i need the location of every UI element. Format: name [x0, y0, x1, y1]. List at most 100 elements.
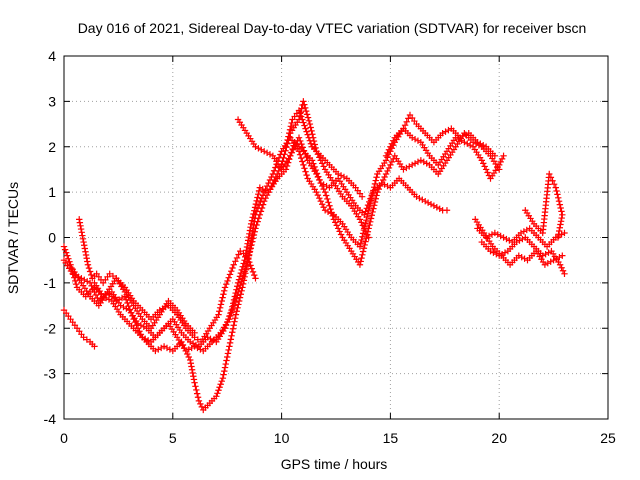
- data-point: [542, 250, 549, 258]
- data-point: [367, 215, 375, 222]
- data-point: [357, 258, 364, 265]
- data-point: [555, 231, 562, 238]
- data-point: [191, 343, 198, 350]
- data-point: [136, 328, 143, 335]
- data-point: [385, 164, 393, 172]
- data-point: [283, 140, 290, 147]
- data-point: [493, 250, 500, 258]
- data-point: [554, 191, 561, 198]
- data-point: [130, 315, 137, 323]
- data-point: [260, 198, 268, 205]
- data-point: [328, 209, 335, 216]
- data-point: [163, 344, 171, 352]
- data-point: [400, 125, 407, 132]
- data-point: [230, 261, 237, 268]
- data-point: [185, 346, 192, 353]
- data-point: [302, 107, 310, 115]
- data-point: [290, 146, 297, 153]
- data-point: [388, 158, 396, 166]
- x-tick-label: 5: [169, 430, 177, 446]
- data-point: [500, 234, 507, 241]
- data-point: [312, 144, 319, 152]
- data-point: [140, 323, 147, 330]
- data-point: [291, 143, 298, 150]
- data-point: [92, 291, 100, 299]
- y-tick-label: 4: [48, 48, 56, 64]
- data-point: [358, 219, 365, 226]
- data-point: [77, 222, 84, 230]
- data-point: [295, 134, 303, 141]
- data-point: [456, 134, 464, 141]
- data-point: [384, 149, 391, 156]
- data-point: [215, 311, 222, 318]
- data-point: [237, 281, 244, 289]
- data-point: [224, 350, 232, 357]
- data-point: [443, 207, 451, 214]
- x-axis-label: GPS time / hours: [281, 456, 388, 472]
- data-point: [554, 234, 562, 241]
- data-point: [482, 166, 490, 173]
- data-point: [317, 179, 324, 187]
- data-point: [316, 194, 323, 202]
- data-point: [557, 204, 564, 212]
- data-point: [223, 357, 230, 364]
- data-point: [237, 247, 244, 255]
- data-point: [182, 347, 190, 355]
- data-point: [500, 152, 507, 160]
- data-point: [356, 216, 364, 223]
- data-series: [76, 216, 198, 336]
- data-point: [242, 264, 249, 272]
- data-point: [384, 167, 391, 175]
- data-point: [251, 271, 258, 279]
- data-point: [442, 128, 449, 135]
- data-point: [155, 346, 162, 353]
- data-point: [321, 207, 329, 214]
- data-point: [553, 187, 560, 195]
- data-point: [325, 199, 332, 206]
- data-point: [403, 164, 410, 172]
- data-point: [194, 394, 202, 401]
- data-point: [413, 193, 420, 200]
- data-point: [336, 228, 343, 235]
- data-point: [364, 228, 372, 235]
- data-point: [523, 226, 530, 234]
- data-point: [364, 210, 372, 217]
- data-point: [231, 314, 239, 322]
- data-point: [373, 174, 380, 181]
- data-point: [255, 215, 262, 222]
- data-point: [296, 110, 304, 117]
- data-point: [329, 212, 336, 220]
- data-point: [340, 173, 348, 181]
- data-point: [144, 337, 152, 344]
- data-series: [60, 139, 451, 350]
- data-point: [559, 267, 567, 274]
- data-point: [287, 152, 294, 160]
- data-point: [377, 182, 384, 190]
- data-point: [198, 403, 206, 411]
- data-point: [303, 153, 310, 161]
- data-point: [361, 241, 368, 249]
- data-point: [217, 301, 225, 308]
- data-point: [288, 119, 295, 127]
- data-point: [142, 335, 149, 343]
- data-point: [252, 275, 259, 282]
- data-point: [254, 218, 261, 225]
- data-point: [550, 256, 557, 264]
- data-point: [66, 258, 73, 265]
- data-point: [214, 390, 221, 397]
- data-point: [210, 337, 217, 344]
- data-point: [227, 312, 234, 319]
- data-point: [78, 229, 85, 236]
- data-point: [356, 243, 364, 250]
- data-point: [367, 197, 375, 204]
- data-point: [216, 308, 223, 315]
- data-point: [297, 154, 305, 162]
- data-point: [229, 325, 237, 332]
- data-point: [240, 271, 247, 279]
- data-point: [258, 204, 266, 212]
- data-point: [368, 193, 376, 201]
- data-point: [84, 278, 91, 285]
- data-point: [188, 363, 195, 370]
- data-point: [419, 196, 426, 203]
- data-point: [226, 315, 233, 323]
